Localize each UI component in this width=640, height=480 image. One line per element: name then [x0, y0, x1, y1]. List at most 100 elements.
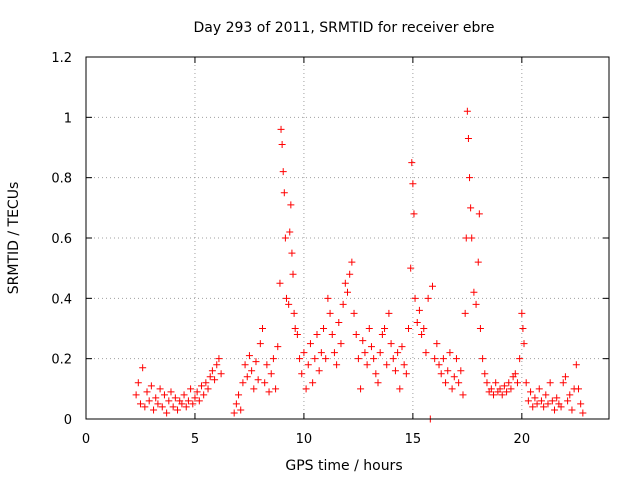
- data-point: [346, 270, 354, 278]
- x-tick-label: 20: [514, 432, 531, 447]
- data-point: [518, 309, 526, 317]
- data-point: [483, 379, 491, 387]
- data-point: [505, 379, 513, 387]
- data-point: [378, 331, 386, 339]
- x-tick-label: 15: [405, 432, 422, 447]
- data-point: [333, 361, 341, 369]
- data-point: [344, 288, 351, 296]
- data-point: [439, 355, 447, 363]
- data-point: [511, 370, 519, 378]
- data-point: [195, 397, 203, 405]
- data-point: [187, 385, 195, 393]
- data-point: [503, 388, 511, 396]
- data-point: [557, 403, 565, 411]
- data-point: [546, 379, 554, 387]
- data-point: [302, 385, 310, 393]
- data-point: [337, 340, 345, 348]
- data-point: [467, 204, 475, 212]
- data-point: [171, 394, 179, 402]
- y-tick-label: 0.2: [51, 353, 72, 368]
- data-point: [291, 325, 299, 332]
- data-point: [357, 385, 365, 393]
- data-point: [265, 388, 273, 396]
- data-point: [267, 370, 275, 378]
- data-point: [250, 385, 258, 393]
- data-point: [206, 373, 214, 381]
- x-tick-label: 5: [191, 432, 199, 447]
- data-point: [354, 355, 362, 363]
- data-point: [566, 391, 574, 399]
- data-point: [269, 355, 277, 363]
- data-point: [313, 331, 321, 339]
- data-point: [152, 394, 160, 402]
- data-point: [248, 367, 256, 375]
- data-point: [370, 355, 378, 363]
- data-point: [202, 379, 210, 387]
- y-tick-label: 0.6: [51, 232, 72, 247]
- data-point: [178, 400, 186, 408]
- data-point: [150, 406, 158, 414]
- data-point: [293, 331, 301, 339]
- data-point: [278, 140, 286, 148]
- data-point: [322, 355, 330, 363]
- plot-frame: [85, 56, 610, 420]
- data-point: [507, 385, 515, 393]
- data-point: [409, 180, 417, 188]
- data-point: [143, 388, 151, 396]
- data-point: [139, 364, 147, 372]
- data-point: [132, 391, 140, 399]
- data-point: [519, 325, 527, 332]
- data-point: [450, 373, 458, 381]
- data-point: [428, 282, 436, 290]
- data-point: [481, 370, 489, 378]
- data-point: [290, 309, 298, 317]
- data-point: [435, 361, 443, 369]
- data-point: [474, 258, 482, 266]
- data-point: [490, 391, 498, 399]
- chart-title: Day 293 of 2011, SRMTID for receiver ebr…: [194, 20, 495, 36]
- data-point: [410, 210, 418, 218]
- data-point: [352, 331, 360, 339]
- data-point: [455, 379, 463, 387]
- data-point: [204, 385, 212, 393]
- data-point: [513, 379, 521, 387]
- data-point: [280, 189, 288, 197]
- data-point: [217, 370, 225, 378]
- data-point: [315, 367, 323, 375]
- data-point: [259, 325, 267, 332]
- data-point: [444, 367, 452, 375]
- data-point: [147, 382, 155, 390]
- data-point: [289, 270, 297, 278]
- data-point: [405, 325, 413, 332]
- data-point: [180, 391, 188, 399]
- data-point: [452, 355, 460, 363]
- data-point: [141, 403, 149, 411]
- data-point: [350, 309, 358, 317]
- data-point: [215, 355, 223, 363]
- data-point: [184, 397, 192, 405]
- data-point: [463, 107, 471, 115]
- data-point: [263, 361, 271, 369]
- data-point: [437, 370, 445, 378]
- data-point: [235, 391, 243, 399]
- x-tick-label: 0: [82, 432, 90, 447]
- data-point: [468, 234, 476, 242]
- data-point: [182, 403, 190, 411]
- data-point: [158, 403, 166, 411]
- data-point: [433, 340, 441, 348]
- data-point: [422, 349, 430, 357]
- data-point: [476, 325, 484, 332]
- data-point: [311, 355, 319, 363]
- data-point: [577, 400, 585, 408]
- data-point: [359, 337, 367, 345]
- data-point: [411, 294, 419, 302]
- data-point: [134, 379, 142, 387]
- data-point: [487, 385, 495, 393]
- data-point: [466, 174, 474, 182]
- data-point: [136, 400, 144, 408]
- data-point: [252, 358, 260, 366]
- data-point: [361, 349, 369, 357]
- data-point: [464, 134, 472, 142]
- data-point: [193, 388, 201, 396]
- data-point: [389, 355, 397, 363]
